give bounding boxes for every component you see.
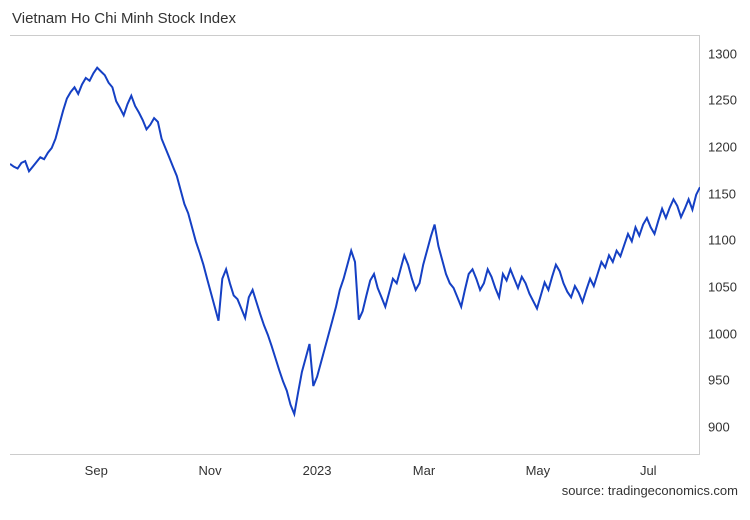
x-tick-label: 2023 [303,463,332,478]
x-tick-label: Mar [413,463,435,478]
y-axis-labels: 900 950 1000 1050 1100 1150 1200 1250 1300 [702,35,740,455]
y-tick-label: 1000 [702,326,740,341]
y-tick-label: 1050 [702,280,740,295]
y-tick-label: 950 [702,373,740,388]
y-tick-label: 1100 [702,233,740,248]
source-attribution: source: tradingeconomics.com [562,483,738,498]
y-tick-label: 1250 [702,93,740,108]
x-tick-label: May [526,463,551,478]
plot-area [10,35,700,455]
x-axis-labels: Sep Nov 2023 Mar May Jul [10,457,700,477]
x-tick-label: Sep [85,463,108,478]
y-tick-label: 1150 [702,186,740,201]
y-tick-label: 1300 [702,46,740,61]
x-tick-label: Nov [199,463,222,478]
x-tick-label: Jul [640,463,657,478]
page-title: Vietnam Ho Chi Minh Stock Index [12,10,740,27]
y-tick-label: 900 [702,420,740,435]
chart-container: 900 950 1000 1050 1100 1150 1200 1250 1300 Sep No… [10,35,740,485]
line-chart-svg [10,36,700,456]
y-tick-label: 1200 [702,140,740,155]
